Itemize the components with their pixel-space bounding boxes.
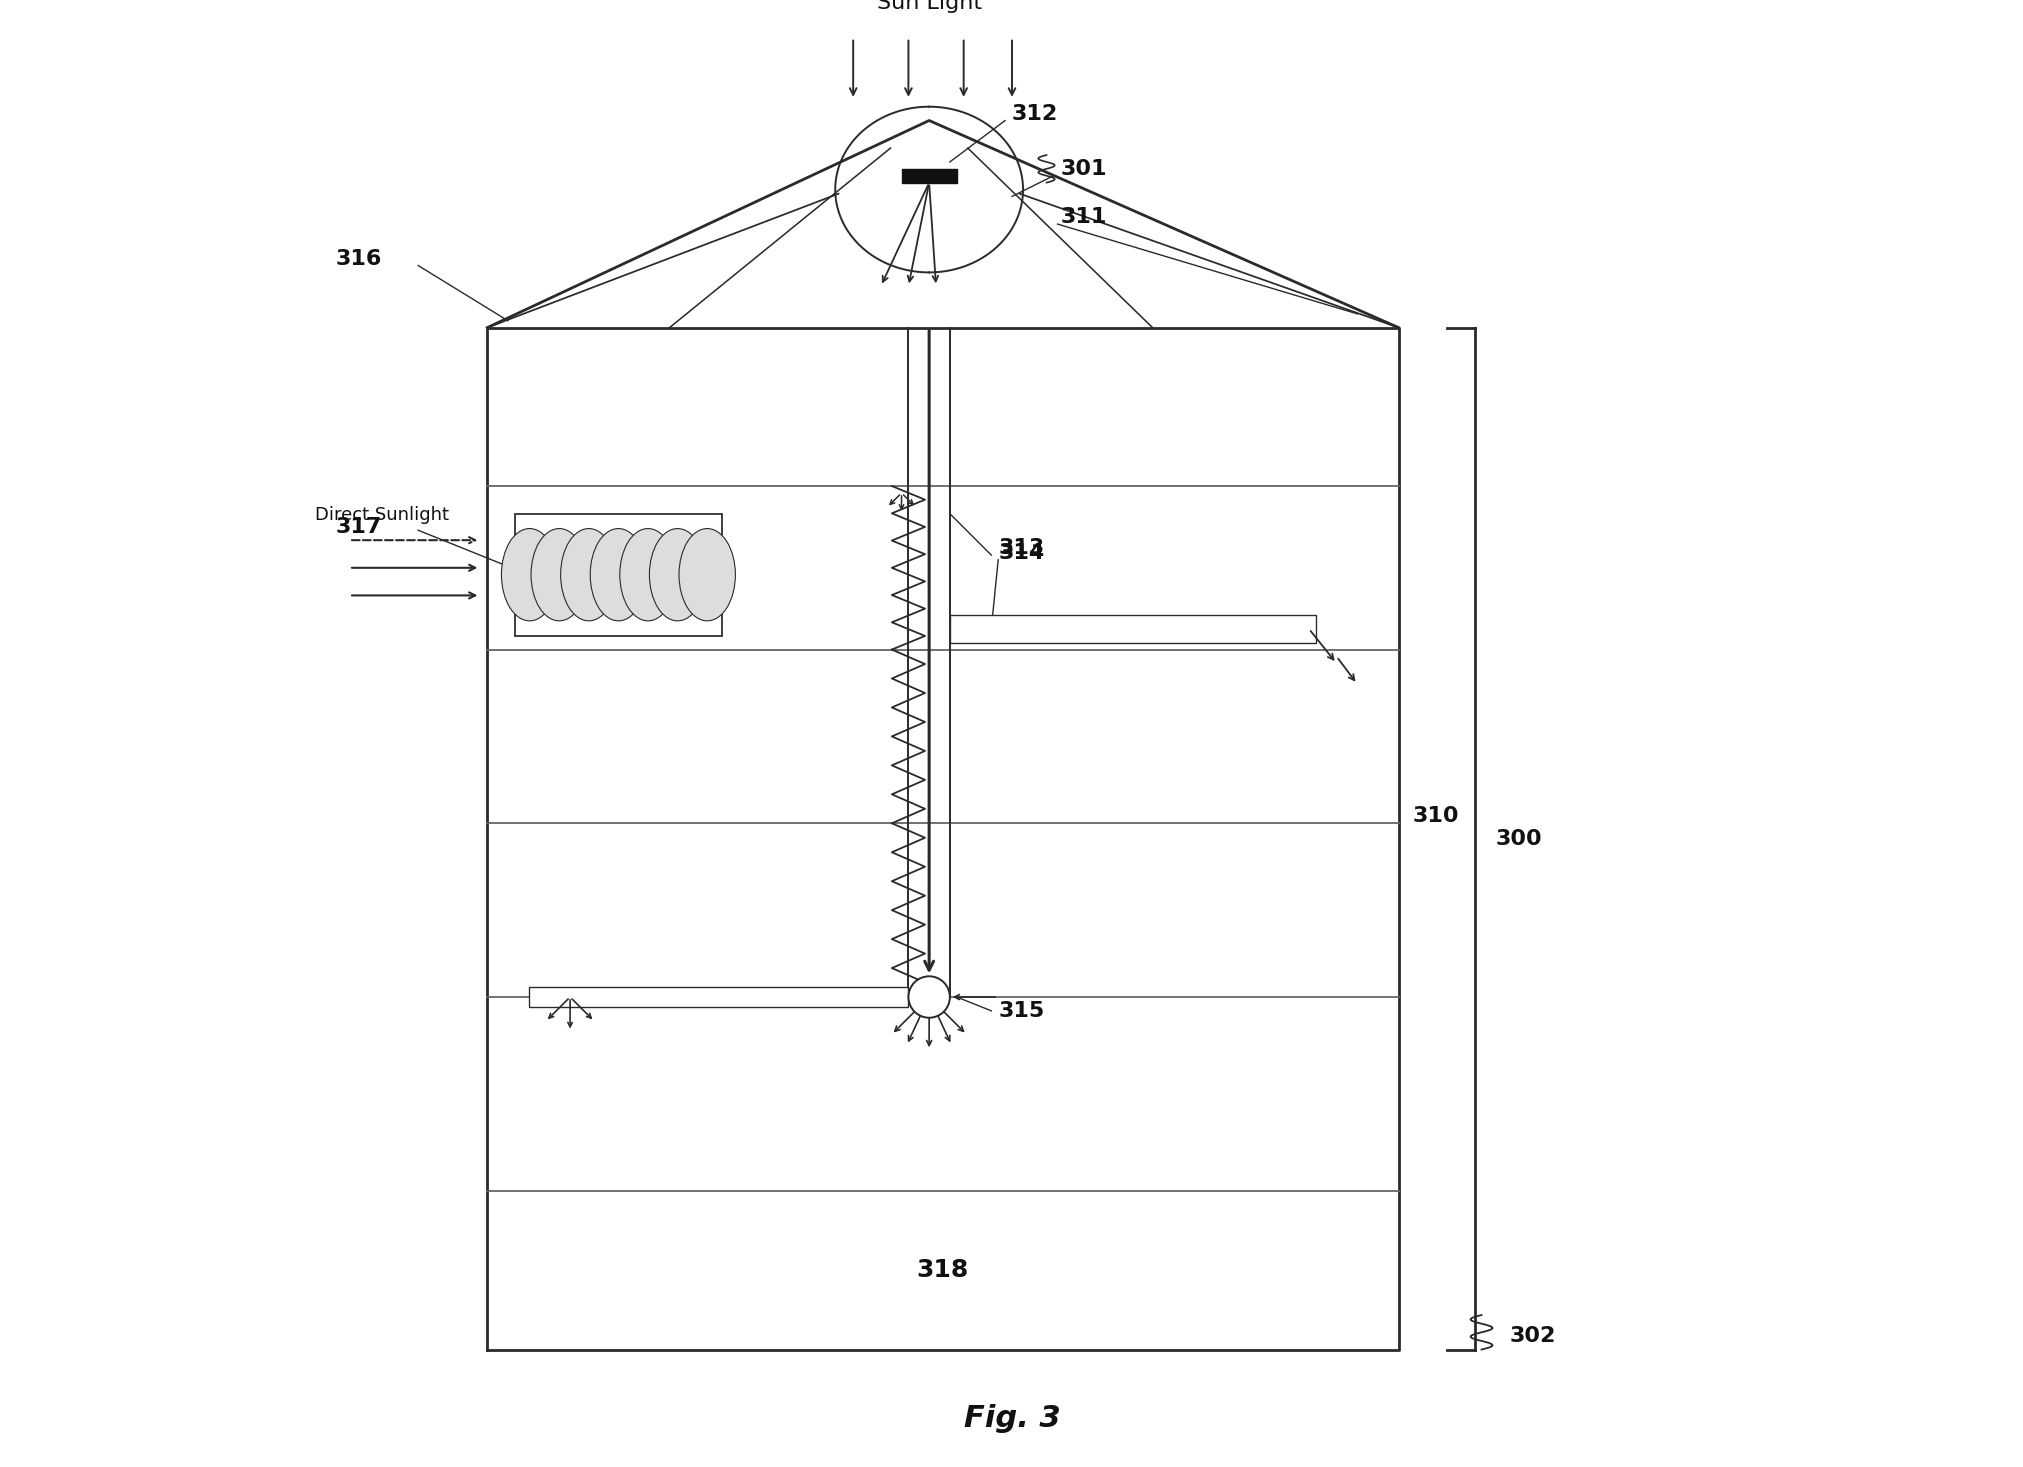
- Text: 302: 302: [1509, 1326, 1556, 1345]
- Text: 310: 310: [1412, 807, 1459, 826]
- Ellipse shape: [530, 528, 587, 621]
- Text: 300: 300: [1495, 829, 1542, 848]
- Text: 316: 316: [336, 248, 382, 268]
- Text: 312: 312: [1012, 104, 1058, 123]
- Text: 317: 317: [336, 518, 382, 537]
- Text: Sun Light: Sun Light: [876, 0, 981, 13]
- Text: 301: 301: [1060, 158, 1107, 179]
- Ellipse shape: [619, 528, 676, 621]
- Text: 314: 314: [997, 543, 1044, 563]
- Text: 318: 318: [916, 1259, 969, 1282]
- Ellipse shape: [649, 528, 706, 621]
- Ellipse shape: [591, 528, 645, 621]
- Text: 311: 311: [1060, 207, 1107, 227]
- Bar: [528, 987, 908, 1008]
- Text: 313: 313: [997, 538, 1044, 557]
- Circle shape: [908, 977, 949, 1018]
- Bar: [900, 169, 957, 183]
- Ellipse shape: [678, 528, 734, 621]
- Ellipse shape: [560, 528, 617, 621]
- Ellipse shape: [502, 528, 558, 621]
- Bar: [949, 615, 1315, 643]
- Text: Fig. 3: Fig. 3: [963, 1404, 1060, 1433]
- Text: 315: 315: [997, 1000, 1044, 1021]
- Text: Direct Sunlight: Direct Sunlight: [314, 506, 449, 524]
- Bar: [514, 513, 722, 635]
